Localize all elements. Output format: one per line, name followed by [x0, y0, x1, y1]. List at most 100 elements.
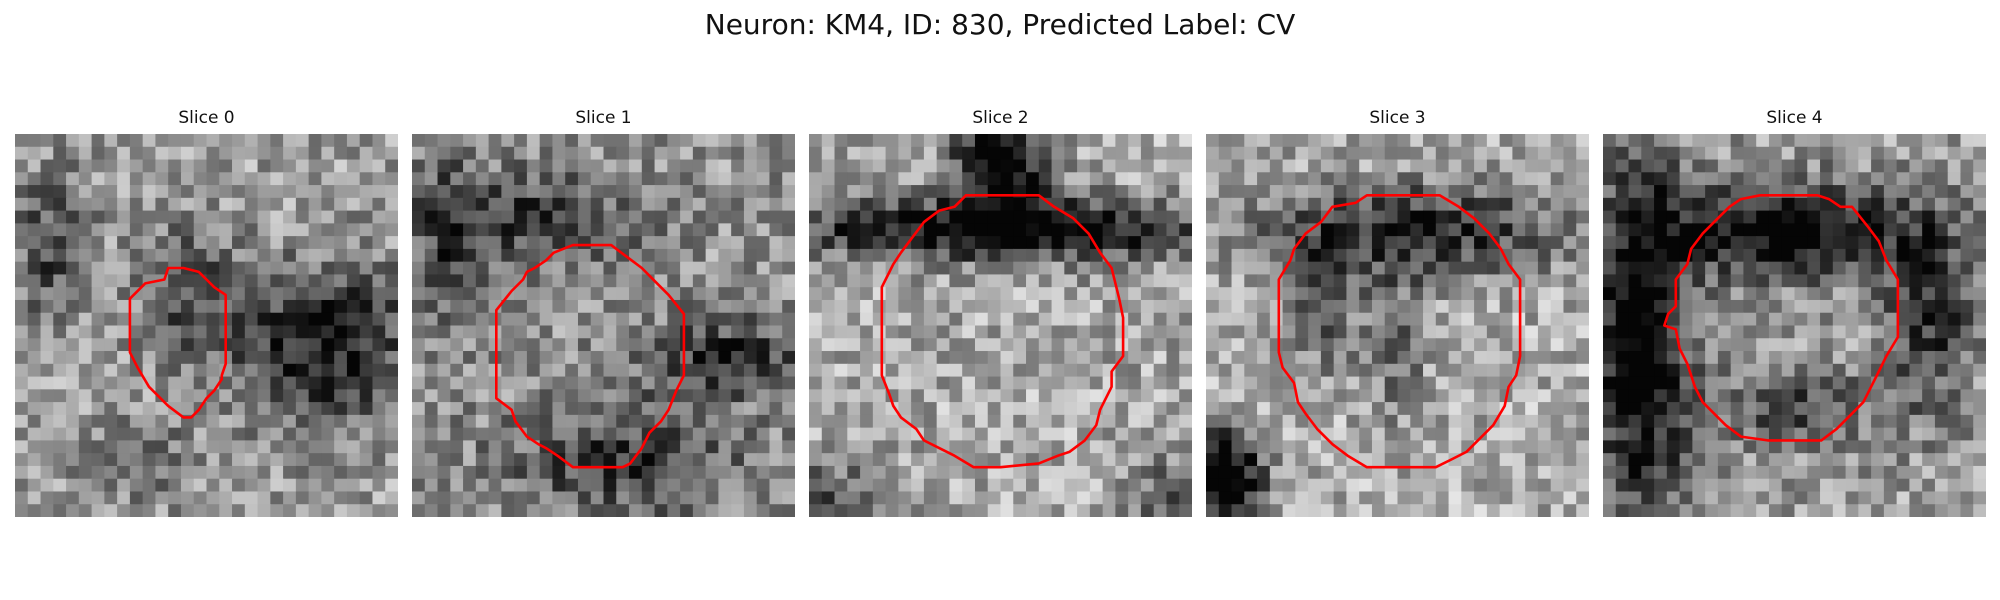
pixel: [872, 287, 887, 301]
pixel: [155, 261, 169, 276]
pixel: [1320, 134, 1335, 148]
pixel: [590, 427, 605, 441]
pixel: [1832, 402, 1847, 416]
pixel: [565, 185, 579, 199]
pixel: [1295, 146, 1309, 161]
pixel: [1333, 389, 1348, 403]
pixel: [1089, 325, 1104, 339]
pixel: [66, 363, 80, 378]
pixel: [1308, 338, 1322, 352]
pixel: [40, 223, 54, 237]
pixel: [692, 146, 707, 161]
pixel: [308, 312, 322, 327]
pixel: [1486, 236, 1501, 250]
pixel: [475, 465, 490, 480]
pixel: [66, 440, 80, 454]
pixel: [565, 389, 579, 403]
pixel: [1807, 491, 1821, 505]
pixel: [809, 440, 823, 454]
pixel: [334, 351, 348, 365]
pixel: [641, 287, 656, 301]
pixel: [501, 236, 515, 250]
pixel: [1922, 299, 1936, 314]
pixel: [603, 376, 617, 390]
pixel: [577, 465, 592, 480]
pixel: [1934, 453, 1949, 467]
pixel: [1628, 491, 1642, 505]
pixel: [1257, 185, 1271, 199]
pixel: [514, 223, 528, 237]
pixel: [283, 312, 297, 327]
pixel: [232, 312, 246, 327]
pixel: [1896, 338, 1910, 352]
pixel: [936, 465, 951, 480]
pixel: [1486, 478, 1501, 493]
pixel: [1756, 440, 1770, 454]
pixel: [1435, 363, 1450, 378]
pixel: [923, 351, 938, 365]
pixel: [78, 185, 93, 199]
pixel: [359, 197, 374, 212]
pixel: [1883, 236, 1898, 250]
pixel: [346, 236, 361, 250]
pixel: [1320, 287, 1335, 301]
pixel: [1346, 185, 1360, 199]
pixel: [1858, 351, 1872, 365]
pixel: [206, 491, 220, 505]
pixel: [1486, 402, 1501, 416]
pixel: [53, 146, 67, 161]
pixel: [1333, 210, 1348, 224]
pixel: [1499, 491, 1513, 505]
pixel: [1934, 236, 1949, 250]
pixel: [1486, 338, 1501, 352]
pixel: [334, 134, 348, 148]
pixel: [1397, 376, 1411, 390]
pixel: [1781, 389, 1796, 403]
pixel: [680, 427, 694, 441]
pixel: [1768, 491, 1783, 505]
pixel: [1525, 453, 1539, 467]
pixel: [1845, 172, 1859, 186]
pixel: [244, 402, 259, 416]
pixel: [1525, 236, 1539, 250]
pixel: [206, 197, 220, 212]
pixel: [385, 491, 398, 505]
pixel: [1166, 312, 1180, 327]
pixel: [629, 159, 643, 173]
pixel: [1179, 159, 1192, 173]
pixel: [1384, 248, 1399, 263]
pixel: [603, 478, 617, 493]
pixel: [1282, 146, 1296, 161]
pixel: [1026, 197, 1040, 212]
pixel: [180, 338, 195, 352]
pixel: [27, 478, 42, 493]
pixel: [1397, 478, 1411, 493]
pixel: [1077, 236, 1091, 250]
pixel: [885, 223, 899, 237]
pixel: [1666, 504, 1681, 517]
pixel: [1576, 299, 1589, 314]
pixel: [1410, 172, 1424, 186]
pixel: [1371, 453, 1386, 467]
pixel: [834, 172, 848, 186]
pixel: [180, 287, 195, 301]
pixel: [437, 261, 451, 276]
pixel: [949, 236, 963, 250]
pixel: [1077, 376, 1091, 390]
pixel: [1820, 414, 1834, 429]
pixel: [629, 363, 643, 378]
pixel: [1384, 465, 1399, 480]
pixel: [1115, 146, 1129, 161]
pixel: [1089, 504, 1104, 517]
pixel: [654, 312, 668, 327]
pixel: [437, 223, 451, 237]
pixel: [40, 146, 54, 161]
pixel: [1384, 223, 1399, 237]
pixel: [346, 146, 361, 161]
pixel: [1679, 159, 1693, 173]
pixel: [1166, 491, 1180, 505]
pixel: [1832, 172, 1847, 186]
pixel: [923, 299, 938, 314]
pixel: [847, 274, 861, 288]
pixel: [155, 146, 169, 161]
